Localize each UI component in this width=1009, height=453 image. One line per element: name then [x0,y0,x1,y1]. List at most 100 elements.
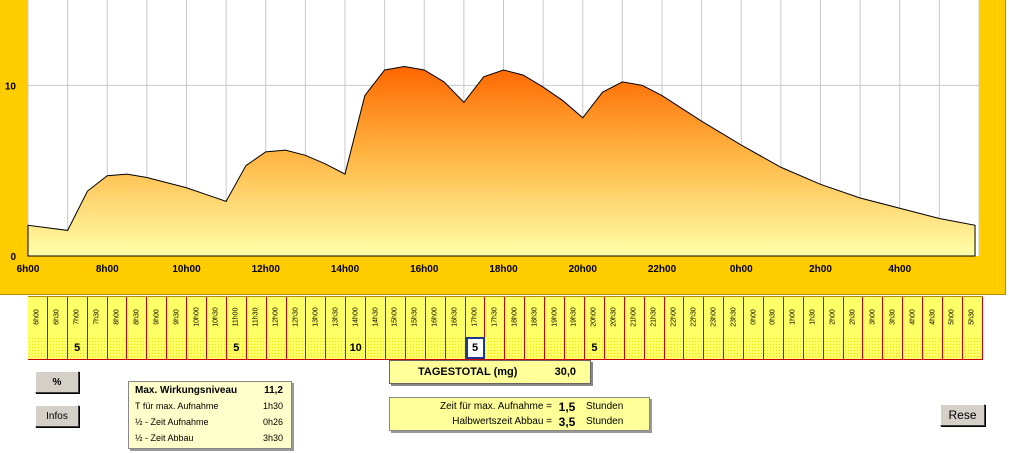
dose-cell[interactable] [784,337,804,359]
stat-value: 1h30 [262,401,283,411]
hour-cell: 10h00 [187,297,208,337]
dose-cell[interactable] [824,337,844,359]
dose-cell[interactable]: 10 [346,337,367,359]
hour-cell: 23h30 [724,297,745,337]
params-box: Zeit für max. Aufnahme = 1,5 Stunden Hal… [389,397,650,431]
x-tick-label: 2h00 [809,264,832,275]
dose-cell[interactable] [804,337,824,359]
hour-cell: 9h30 [167,297,188,337]
hour-cell: 20h00 [585,297,605,337]
stat-value: 11,2 [264,384,283,396]
dose-cell[interactable] [406,337,426,359]
hour-cell: 6h00 [28,297,48,337]
hour-cell: 5h00 [943,297,963,337]
hour-cell: 17h30 [485,297,506,337]
dose-cell[interactable] [525,337,546,359]
hour-cell: 13h00 [306,297,327,337]
dose-cell[interactable] [605,337,625,359]
dose-cell[interactable] [48,337,68,359]
stat-label: T für max. Aufnahme [135,401,219,411]
dose-cell[interactable] [108,337,128,359]
param-label: Halbwertszeit Abbau = [452,416,552,427]
dose-cell[interactable] [267,337,287,359]
hour-cell: 14h30 [366,297,387,337]
hour-cell: 3h30 [883,297,904,337]
dose-cell[interactable] [386,337,406,359]
dose-cell[interactable] [28,337,48,359]
dose-cell[interactable] [127,337,148,359]
dose-cell[interactable] [446,337,466,359]
dose-cell[interactable]: 5 [227,337,247,359]
reset-button[interactable]: Rese [940,404,985,426]
dose-cell[interactable] [88,337,108,359]
dose-cell[interactable] [366,337,387,359]
hour-cell: 7h30 [88,297,108,337]
param-unit: Stunden [586,401,624,412]
dose-cell[interactable] [764,337,784,359]
dose-cell[interactable] [485,337,506,359]
dose-cell[interactable] [625,337,645,359]
concentration-area [27,66,976,257]
hour-cell: 12h00 [267,297,287,337]
hour-cell: 19h30 [565,297,585,337]
hour-cell: 4h30 [923,297,943,337]
dose-cell[interactable] [903,337,924,359]
dose-cell[interactable] [187,337,208,359]
param-unit: Stunden [586,416,624,427]
dose-cell[interactable] [844,337,864,359]
dose-cell[interactable] [147,337,168,359]
y-tick-label: 0 [10,252,16,263]
hour-cell: 5h30 [963,297,983,337]
hour-cell: 2h30 [844,297,864,337]
dose-cell[interactable] [744,337,764,359]
dose-cell[interactable] [645,337,665,359]
dose-cell[interactable] [565,337,585,359]
percent-button[interactable]: % [35,371,79,393]
stat-row: T für max. Aufnahme 1h30 [129,398,291,414]
param-value[interactable]: 3,5 [558,414,576,429]
infos-button[interactable]: Infos [35,405,79,427]
dose-cell[interactable] [963,337,983,359]
dose-cell[interactable] [207,337,227,359]
param-value[interactable]: 1,5 [558,399,576,414]
hour-cell: 11h30 [247,297,267,337]
dose-cell[interactable] [326,337,347,359]
dose-cell[interactable] [167,337,188,359]
dose-cell[interactable]: 5 [68,337,88,359]
dose-cell[interactable] [724,337,745,359]
hour-cell: 21h00 [625,297,645,337]
dose-cell[interactable] [505,337,526,359]
hour-cell: 22h30 [684,297,705,337]
dose-cell[interactable] [684,337,705,359]
dose-cell[interactable] [883,337,904,359]
dose-cell[interactable] [426,337,446,359]
hour-cell: 14h00 [346,297,367,337]
dose-cell[interactable]: 5 [585,337,605,359]
dose-cell[interactable] [665,337,685,359]
dose-cell[interactable] [923,337,943,359]
param-row: Zeit für max. Aufnahme = 1,5 Stunden [390,399,649,414]
hour-cell: 1h00 [784,297,804,337]
x-tick-label: 4h00 [888,264,911,275]
dose-cell[interactable] [943,337,963,359]
hour-cell: 20h30 [605,297,625,337]
daily-total-value: 30,0 [554,366,576,378]
stat-row: ½ - Zeit Aufnahme 0h26 [129,414,291,430]
hour-cell: 9h00 [147,297,168,337]
x-tick-label: 18h00 [489,264,518,275]
hour-cell: 18h30 [525,297,546,337]
dose-cell[interactable] [247,337,267,359]
dose-input-row: 5 5 10 5 5 [28,337,983,360]
dose-cell[interactable] [863,337,884,359]
hour-cell: 17h00 [466,297,486,337]
stat-row: ½ - Zeit Abbau 3h30 [129,430,291,446]
dose-cell[interactable] [287,337,307,359]
dose-cell[interactable] [704,337,725,359]
hour-cell: 8h30 [127,297,148,337]
dose-cell[interactable] [306,337,327,359]
dose-cell[interactable]: 5 [465,337,486,359]
dose-cell[interactable] [545,337,566,359]
stat-label: ½ - Zeit Aufnahme [135,417,209,427]
hour-cell: 6h30 [48,297,68,337]
stats-box: Max. Wirkungsniveau 11,2 T für max. Aufna… [128,381,292,449]
